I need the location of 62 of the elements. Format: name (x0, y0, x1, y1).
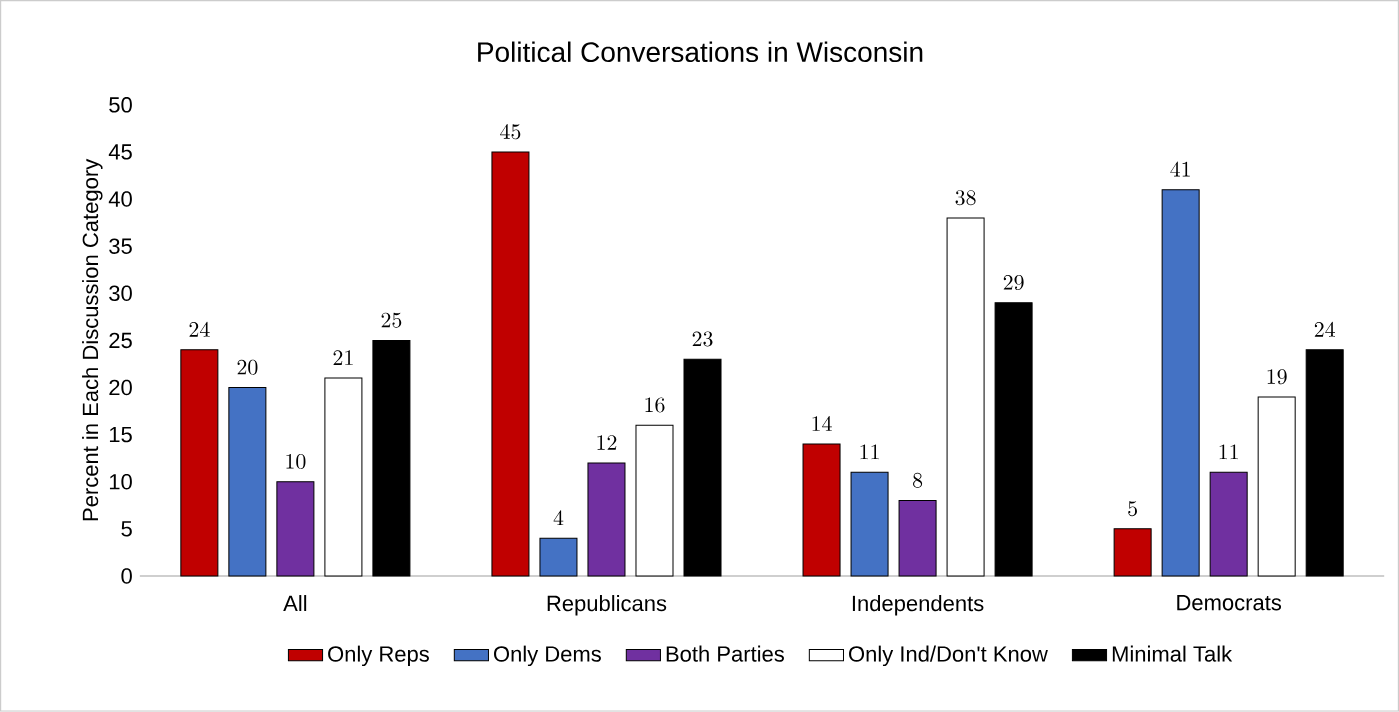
legend-label: Both Parties (666, 645, 784, 662)
bar (372, 339, 411, 577)
data-label: 20 (237, 359, 258, 375)
y-tick-label: 50 (109, 97, 132, 113)
y-tick-label: 20 (109, 379, 132, 396)
bar (635, 424, 674, 577)
legend-label: Minimal Talk (1112, 645, 1233, 662)
x-tick-label: All (283, 595, 307, 612)
data-label: 23 (692, 331, 713, 347)
data-label: 8 (913, 472, 923, 488)
y-tick-label: 45 (108, 144, 132, 160)
data-label: 41 (1170, 161, 1190, 177)
x-tick-label: Republicans (547, 595, 667, 616)
bar (1305, 349, 1344, 577)
y-tick-label: 5 (121, 521, 132, 537)
data-label: 12 (597, 435, 617, 450)
y-tick-label: 35 (109, 238, 132, 255)
bar (1113, 528, 1152, 577)
bar (324, 377, 363, 577)
data-label: 38 (955, 190, 976, 206)
bar (276, 481, 315, 577)
data-label: 19 (1267, 369, 1287, 385)
bar (539, 537, 578, 577)
bar (491, 151, 530, 577)
data-label: 11 (1219, 444, 1238, 460)
bar (683, 358, 722, 577)
bar (180, 349, 219, 577)
data-label: 16 (645, 397, 665, 413)
legend-label: Only Reps (328, 645, 429, 667)
data-label: 5 (1128, 501, 1137, 517)
y-tick-label: 15 (109, 427, 132, 443)
data-label: 14 (812, 416, 832, 431)
bar (994, 302, 1033, 577)
data-label: 4 (553, 510, 564, 526)
chart-title: Political Conversations in Wisconsin (478, 41, 923, 63)
y-tick-label: 30 (109, 285, 132, 302)
data-label: 10 (286, 454, 306, 470)
data-label: 29 (1003, 275, 1024, 291)
y-tick-label: 40 (108, 191, 132, 207)
data-label: 24 (1314, 321, 1336, 337)
legend-label: Only Dems (494, 645, 601, 667)
bar (1257, 396, 1296, 577)
data-label: 25 (381, 312, 402, 328)
bar (587, 462, 626, 577)
x-tick-label: Independents (852, 595, 984, 616)
bar (802, 443, 841, 577)
y-tick-label: 10 (109, 474, 132, 490)
bar (1161, 189, 1200, 577)
bar (228, 387, 267, 577)
x-tick-label: Democrats (1177, 595, 1282, 611)
data-label: 24 (189, 321, 210, 337)
data-label: 21 (333, 350, 353, 366)
bar (1209, 471, 1248, 577)
data-label: 45 (500, 124, 521, 140)
bar (898, 500, 937, 577)
data-label: 11 (860, 444, 879, 460)
legend-label: Only Ind/Don't Know (849, 645, 1048, 667)
y-axis-title: Percent in Each Discussion Category (82, 158, 103, 521)
y-tick-label: 0 (121, 568, 132, 584)
bar (850, 471, 889, 577)
y-tick-label: 25 (109, 332, 132, 349)
bar (946, 217, 985, 577)
